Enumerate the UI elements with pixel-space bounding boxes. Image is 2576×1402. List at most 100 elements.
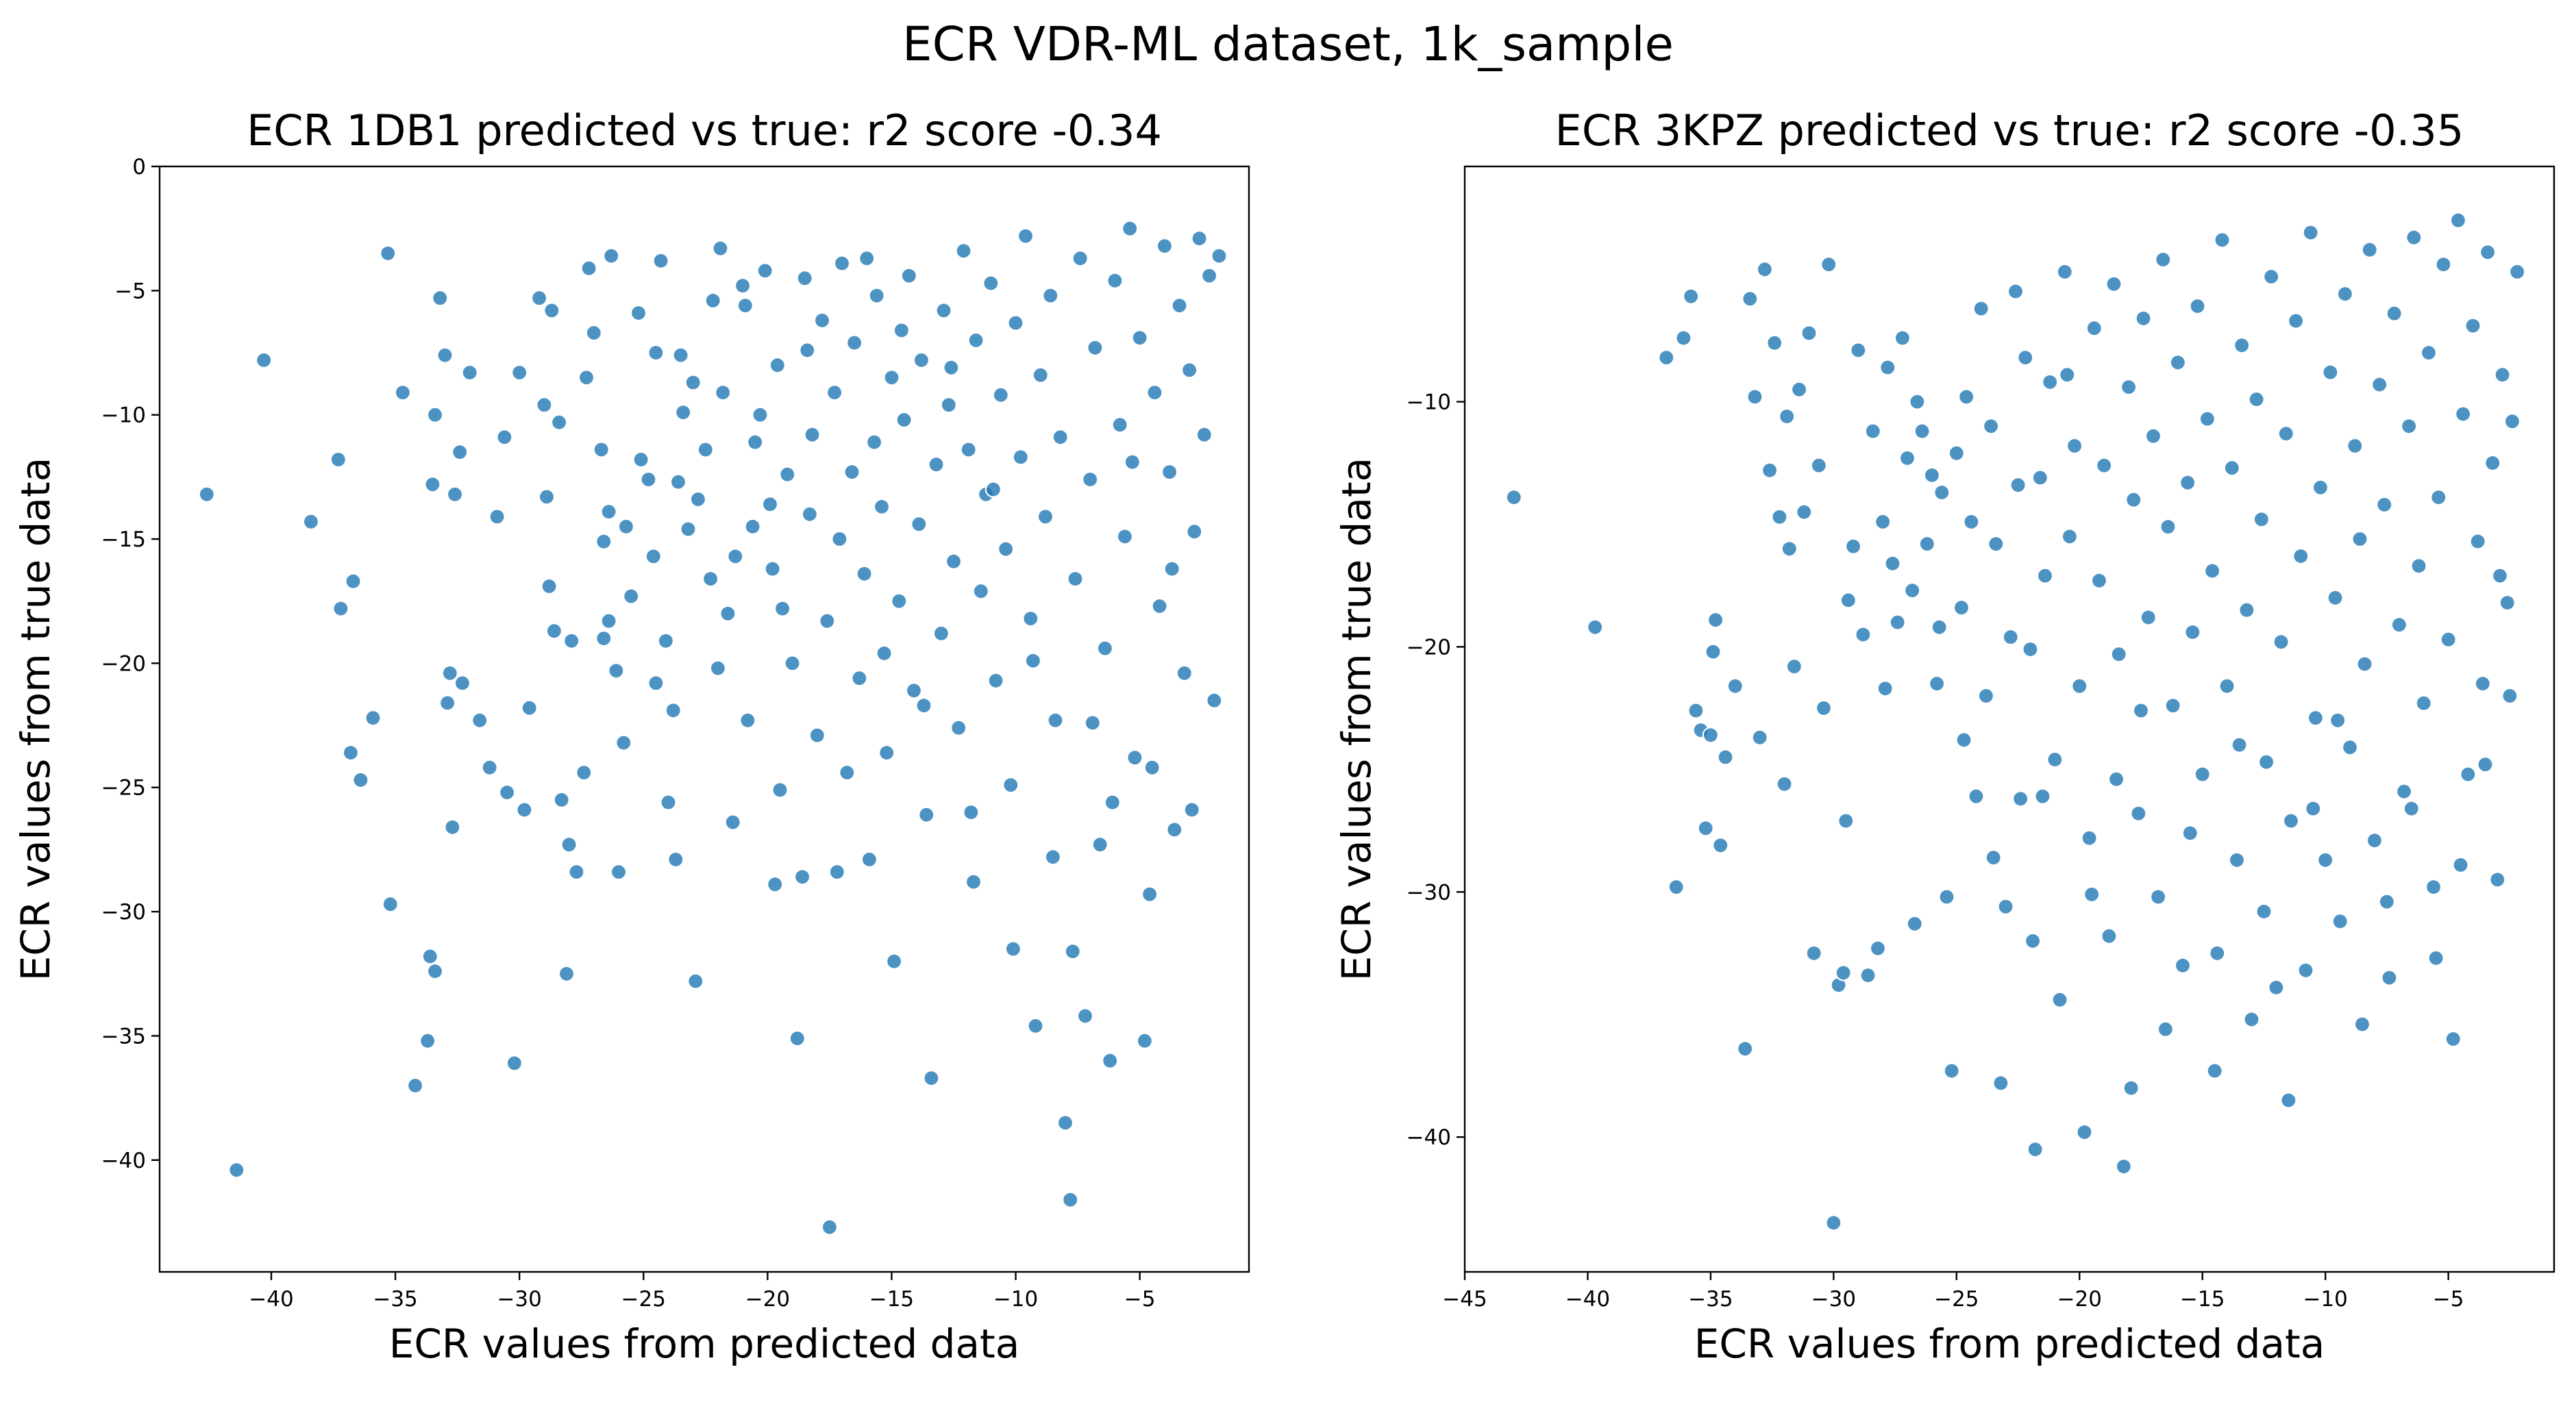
chart-1-point-213	[1143, 759, 1161, 776]
chart-1-point-167	[1122, 220, 1139, 237]
chart-2-point-10	[1707, 611, 1724, 629]
chart-2-point-68	[2002, 628, 2019, 646]
chart-2-point-37	[1850, 342, 1867, 359]
chart-2-point-198	[2452, 856, 2469, 874]
chart-1-point-68	[669, 473, 687, 490]
chart-1-point-113	[865, 434, 883, 451]
chart-2-point-36	[1845, 538, 1862, 555]
chart-1-point-62	[647, 675, 665, 692]
chart-2-point-57	[1948, 445, 1965, 462]
chart-2-point-127	[2292, 547, 2309, 565]
chart-2-point-178	[1955, 731, 1972, 749]
chart-1-point-88	[761, 496, 779, 513]
chart-1-title: ECR 1DB1 predicted vs true: r2 score -0.…	[247, 105, 1162, 155]
chart-1-point-173	[1151, 597, 1168, 615]
chart-2-point-200	[2491, 567, 2509, 584]
chart-1-point-12	[394, 384, 412, 401]
chart-1-point-64	[652, 252, 669, 269]
chart-1-point-37	[541, 577, 558, 595]
chart-2-point-104	[2179, 474, 2196, 491]
chart-1-point-15	[421, 948, 438, 965]
chart-2-xtick-label-6: −15	[2180, 1287, 2225, 1312]
chart-2-point-112	[2218, 677, 2236, 694]
chart-2-point-196	[2403, 800, 2420, 817]
chart-2-point-86	[2090, 572, 2108, 589]
chart-2-point-99	[2155, 251, 2172, 268]
chart-2-xtick-label-0: −45	[1442, 1287, 1487, 1312]
chart-1-point-56	[615, 734, 632, 751]
chart-2-point-186	[2157, 1021, 2174, 1038]
chart-2-point-50	[1914, 423, 1931, 440]
chart-1-point-70	[675, 403, 692, 421]
chart-1-point-191	[623, 588, 640, 605]
chart-1-point-166	[1116, 528, 1134, 545]
chart-1-point-99	[804, 426, 821, 443]
chart-1-point-114	[868, 287, 885, 304]
chart-1-point-137	[972, 583, 989, 600]
chart-2-point-195	[2378, 893, 2395, 910]
chart-1-point-203	[943, 359, 960, 376]
chart-1-point-142	[997, 540, 1015, 558]
chart-2-point-170	[2503, 413, 2521, 430]
chart-2-point-17	[1751, 729, 1768, 746]
chart-1-point-205	[984, 481, 1002, 498]
chart-2-point-53	[1929, 675, 1946, 692]
chart-2-point-183	[2083, 886, 2101, 903]
chart-1-point-162	[1096, 640, 1114, 657]
chart-2-point-194	[2353, 1016, 2371, 1033]
chart-1-point-184	[1206, 692, 1223, 709]
chart-1-point-81	[727, 548, 744, 565]
chart-1-point-158	[1076, 1007, 1094, 1025]
chart-1-point-45	[575, 764, 593, 781]
chart-2-point-172	[1705, 643, 1722, 660]
chart-1-point-84	[744, 518, 761, 536]
chart-2-point-46	[1894, 329, 1911, 347]
chart-1-point-52	[600, 612, 617, 629]
chart-2-point-20	[1766, 334, 1783, 351]
chart-1-point-26	[454, 675, 471, 692]
chart-2-point-162	[2464, 317, 2481, 334]
chart-1-point-100	[808, 727, 826, 744]
chart-1-point-189	[558, 965, 575, 982]
chart-2-point-118	[2248, 390, 2265, 408]
chart-2-point-66	[1992, 1075, 2009, 1092]
chart-1-point-79	[719, 605, 736, 623]
chart-1-point-67	[667, 851, 684, 868]
chart-1-point-74	[697, 441, 714, 458]
chart-2-point-193	[2329, 712, 2346, 729]
chart-2-point-34	[1835, 964, 1852, 981]
chart-1-point-143	[1002, 776, 1019, 794]
chart-2-point-202	[2024, 932, 2042, 950]
chart-2-point-192	[2305, 800, 2322, 817]
chart-2-point-11	[1712, 837, 1729, 854]
chart-1-point-35	[536, 397, 553, 414]
chart-1-point-193	[687, 973, 704, 990]
chart-1-point-182	[1196, 426, 1213, 443]
chart-2-axes-frame	[1463, 165, 2555, 1273]
chart-2-points	[1505, 212, 2526, 1231]
chart-1-point-71	[680, 521, 697, 538]
chart-1-point-176	[1166, 821, 1183, 838]
chart-1-point-155	[1062, 1191, 1079, 1208]
chart-1-point-40	[550, 414, 568, 431]
chart-1-point-141	[992, 386, 1009, 403]
chart-2-point-110	[2209, 944, 2226, 962]
chart-2-point-129	[2302, 224, 2319, 241]
chart-1-point-0	[198, 486, 215, 503]
chart-2-ytick-label-1: −20	[1407, 635, 1451, 660]
chart-1-point-41	[553, 791, 570, 809]
chart-1-point-147	[1022, 610, 1039, 627]
chart-2-point-166	[2484, 454, 2501, 472]
chart-1-point-17	[426, 962, 444, 980]
chart-1-point-154	[1056, 1114, 1074, 1131]
chart-2-point-28	[1805, 944, 1822, 962]
chart-1-axes-frame	[158, 165, 1250, 1273]
chart-2-point-70	[2012, 790, 2029, 808]
chart-1-ylabel: ECR values from true data	[12, 458, 59, 981]
chart-1-point-95	[789, 1029, 806, 1047]
chart-2-point-42	[1874, 513, 1892, 531]
chart-2-point-54	[1933, 484, 1950, 501]
chart-1-point-4	[330, 451, 347, 468]
chart-2-point-185	[2132, 702, 2150, 719]
chart-2-point-67	[1997, 898, 2014, 915]
